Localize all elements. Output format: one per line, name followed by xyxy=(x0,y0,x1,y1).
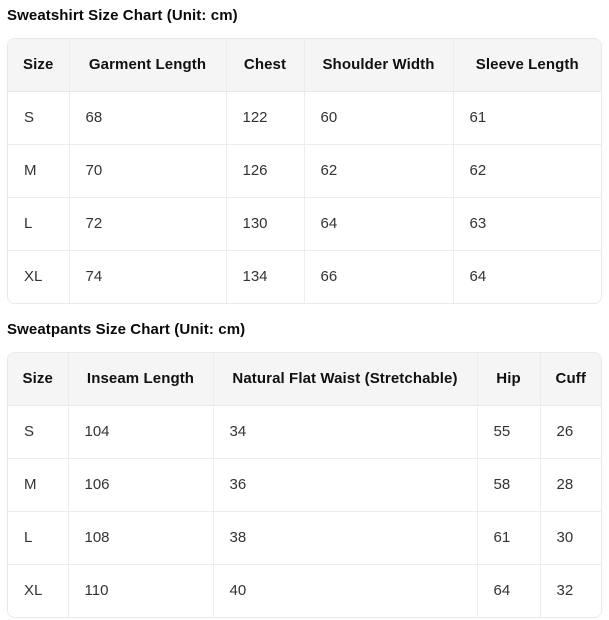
column-header-inseam-length: Inseam Length xyxy=(68,353,214,406)
table-row-m: M 106 36 58 28 xyxy=(8,458,601,512)
table-cell: L xyxy=(8,197,70,251)
table-cell: 66 xyxy=(304,250,454,303)
sweatpants-table: Size Inseam Length Natural Flat Waist (S… xyxy=(8,353,601,617)
column-header-hip: Hip xyxy=(477,353,541,406)
column-header-cuff: Cuff xyxy=(540,353,601,406)
header-row: Size Inseam Length Natural Flat Waist (S… xyxy=(8,353,601,406)
table-cell: 130 xyxy=(226,197,305,251)
column-header-size: Size xyxy=(8,39,70,92)
column-header-sleeve-length: Sleeve Length xyxy=(453,39,601,92)
table-cell: 134 xyxy=(226,250,305,303)
table-cell: 60 xyxy=(304,91,454,145)
table-cell: S xyxy=(8,405,69,459)
column-header-garment-length: Garment Length xyxy=(69,39,227,92)
table-cell: XL xyxy=(8,564,69,617)
table-cell: L xyxy=(8,511,69,565)
column-header-natural-flat-waist: Natural Flat Waist (Stretchable) xyxy=(213,353,478,406)
table-cell: 64 xyxy=(453,250,601,303)
table-row-l: L 108 38 61 30 xyxy=(8,511,601,565)
table-cell: 28 xyxy=(540,458,601,512)
table-cell: 106 xyxy=(68,458,214,512)
table-row-s: S 68 122 60 61 xyxy=(8,91,601,145)
table-cell: 110 xyxy=(68,564,214,617)
sweatpants-chart-title: Sweatpants Size Chart (Unit: cm) xyxy=(7,321,246,338)
column-header-size: Size xyxy=(8,353,69,406)
table-cell: 63 xyxy=(453,197,601,251)
table-cell: 38 xyxy=(213,511,478,565)
table-cell: XL xyxy=(8,250,70,303)
column-header-shoulder-width: Shoulder Width xyxy=(304,39,454,92)
table-cell: 74 xyxy=(69,250,227,303)
table-cell: 72 xyxy=(69,197,227,251)
table-cell: 30 xyxy=(540,511,601,565)
table-cell: M xyxy=(8,458,69,512)
table-cell: 36 xyxy=(213,458,478,512)
table-cell: 26 xyxy=(540,405,601,459)
table-cell: 58 xyxy=(477,458,541,512)
table-cell: 55 xyxy=(477,405,541,459)
table-row-l: L 72 130 64 63 xyxy=(8,197,601,251)
sweatshirt-chart-title: Sweatshirt Size Chart (Unit: cm) xyxy=(7,7,238,24)
table-cell: 122 xyxy=(226,91,305,145)
header-row: Size Garment Length Chest Shoulder Width… xyxy=(8,39,601,92)
table-cell: 34 xyxy=(213,405,478,459)
table-row-xl: XL 74 134 66 64 xyxy=(8,250,601,303)
table-row-s: S 104 34 55 26 xyxy=(8,405,601,459)
table-cell: 108 xyxy=(68,511,214,565)
table-cell: 62 xyxy=(304,144,454,198)
table-cell: 40 xyxy=(213,564,478,617)
sweatpants-size-table: Size Inseam Length Natural Flat Waist (S… xyxy=(7,352,602,618)
table-row-xl: XL 110 40 64 32 xyxy=(8,564,601,617)
table-cell: 32 xyxy=(540,564,601,617)
sweatpants-size-chart-section: Sweatpants Size Chart (Unit: cm) Size In… xyxy=(7,320,602,618)
table-cell: S xyxy=(8,91,70,145)
table-cell: 64 xyxy=(304,197,454,251)
column-header-chest: Chest xyxy=(226,39,305,92)
table-cell: 61 xyxy=(453,91,601,145)
table-cell: M xyxy=(8,144,70,198)
sweatshirt-size-table: Size Garment Length Chest Shoulder Width… xyxy=(7,38,602,304)
table-cell: 62 xyxy=(453,144,601,198)
sweatshirt-size-chart-section: Sweatshirt Size Chart (Unit: cm) Size Ga… xyxy=(7,6,602,304)
table-cell: 68 xyxy=(69,91,227,145)
table-row-m: M 70 126 62 62 xyxy=(8,144,601,198)
table-cell: 64 xyxy=(477,564,541,617)
table-cell: 126 xyxy=(226,144,305,198)
sweatshirt-table: Size Garment Length Chest Shoulder Width… xyxy=(8,39,601,303)
table-cell: 104 xyxy=(68,405,214,459)
table-cell: 61 xyxy=(477,511,541,565)
table-cell: 70 xyxy=(69,144,227,198)
